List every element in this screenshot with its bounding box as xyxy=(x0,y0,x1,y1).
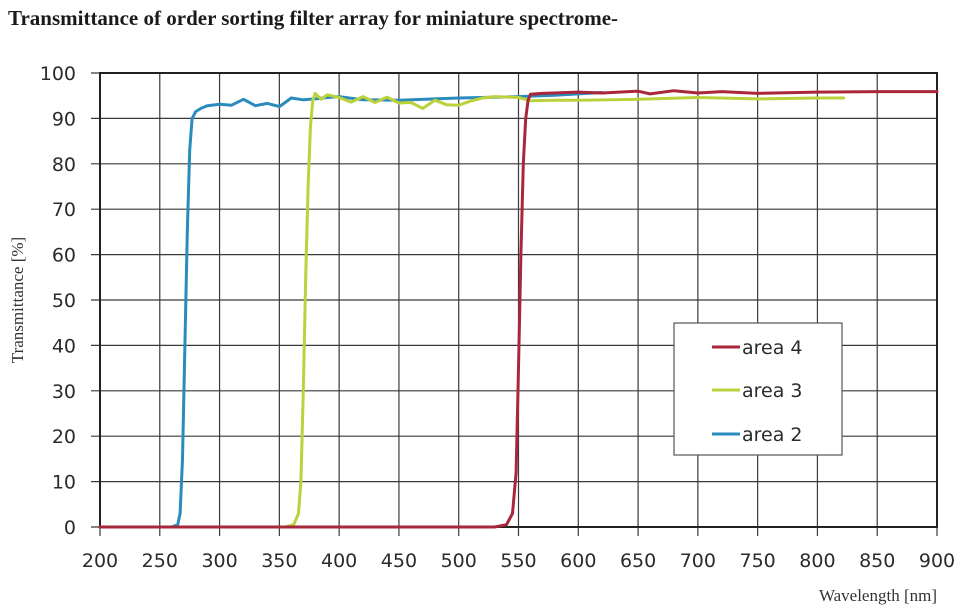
x-tick-label: 200 xyxy=(82,550,118,572)
svg-text:area 4: area 4 xyxy=(742,337,803,359)
y-tick-label: 0 xyxy=(64,517,76,539)
series-area-3 xyxy=(176,91,846,529)
x-tick-label: 700 xyxy=(680,550,716,572)
y-tick-label: 50 xyxy=(52,290,76,312)
legend: area 4 area 3 area 2 xyxy=(673,322,843,456)
x-axis-label: Wavelength [nm] xyxy=(819,586,937,605)
y-tick-label: 90 xyxy=(52,108,76,130)
y-tick-label: 30 xyxy=(52,381,76,403)
x-tick-label: 350 xyxy=(261,550,297,572)
x-axis-ticks: 200 250 300 350 400 450 500 550 600 650 700 750 800 8… xyxy=(82,550,955,572)
x-tick-label: 850 xyxy=(859,550,895,572)
svg-text:area 3: area 3 xyxy=(742,380,803,402)
x-tick-label: 750 xyxy=(740,550,776,572)
y-axis-ticks: 0 10 20 30 40 50 60 70 80 90 100 xyxy=(40,63,76,539)
x-tick-label: 800 xyxy=(799,550,835,572)
y-tick-label: 60 xyxy=(52,245,76,267)
x-tick-label: 250 xyxy=(142,550,178,572)
chart-title: Transmittance of order sorting filter ar… xyxy=(8,6,619,30)
svg-text:area 2: area 2 xyxy=(742,424,803,446)
x-tick-label: 600 xyxy=(560,550,596,572)
y-tick-label: 70 xyxy=(52,199,76,221)
x-tick-label: 650 xyxy=(620,550,656,572)
x-tick-label: 500 xyxy=(441,550,477,572)
series-area-4 xyxy=(98,89,939,529)
y-tick-label: 20 xyxy=(52,426,76,448)
x-tick-label: 300 xyxy=(201,550,237,572)
x-tick-label: 550 xyxy=(500,550,536,572)
y-tick-label: 10 xyxy=(52,472,76,494)
series-area-2 xyxy=(98,91,604,529)
data-series xyxy=(98,89,939,529)
x-tick-label: 400 xyxy=(321,550,357,572)
y-tick-label: 80 xyxy=(52,154,76,176)
x-tick-label: 900 xyxy=(919,550,955,572)
grid-lines xyxy=(91,72,938,536)
plot-frame xyxy=(99,72,938,528)
legend-item-area-3: area 3 xyxy=(712,380,803,402)
y-tick-label: 40 xyxy=(52,335,76,357)
legend-item-area-2: area 2 xyxy=(712,424,803,446)
legend-item-area-4: area 4 xyxy=(712,337,803,359)
x-tick-label: 450 xyxy=(381,550,417,572)
y-axis-label: Transmittance [%] xyxy=(8,237,27,363)
y-tick-label: 100 xyxy=(40,63,76,85)
